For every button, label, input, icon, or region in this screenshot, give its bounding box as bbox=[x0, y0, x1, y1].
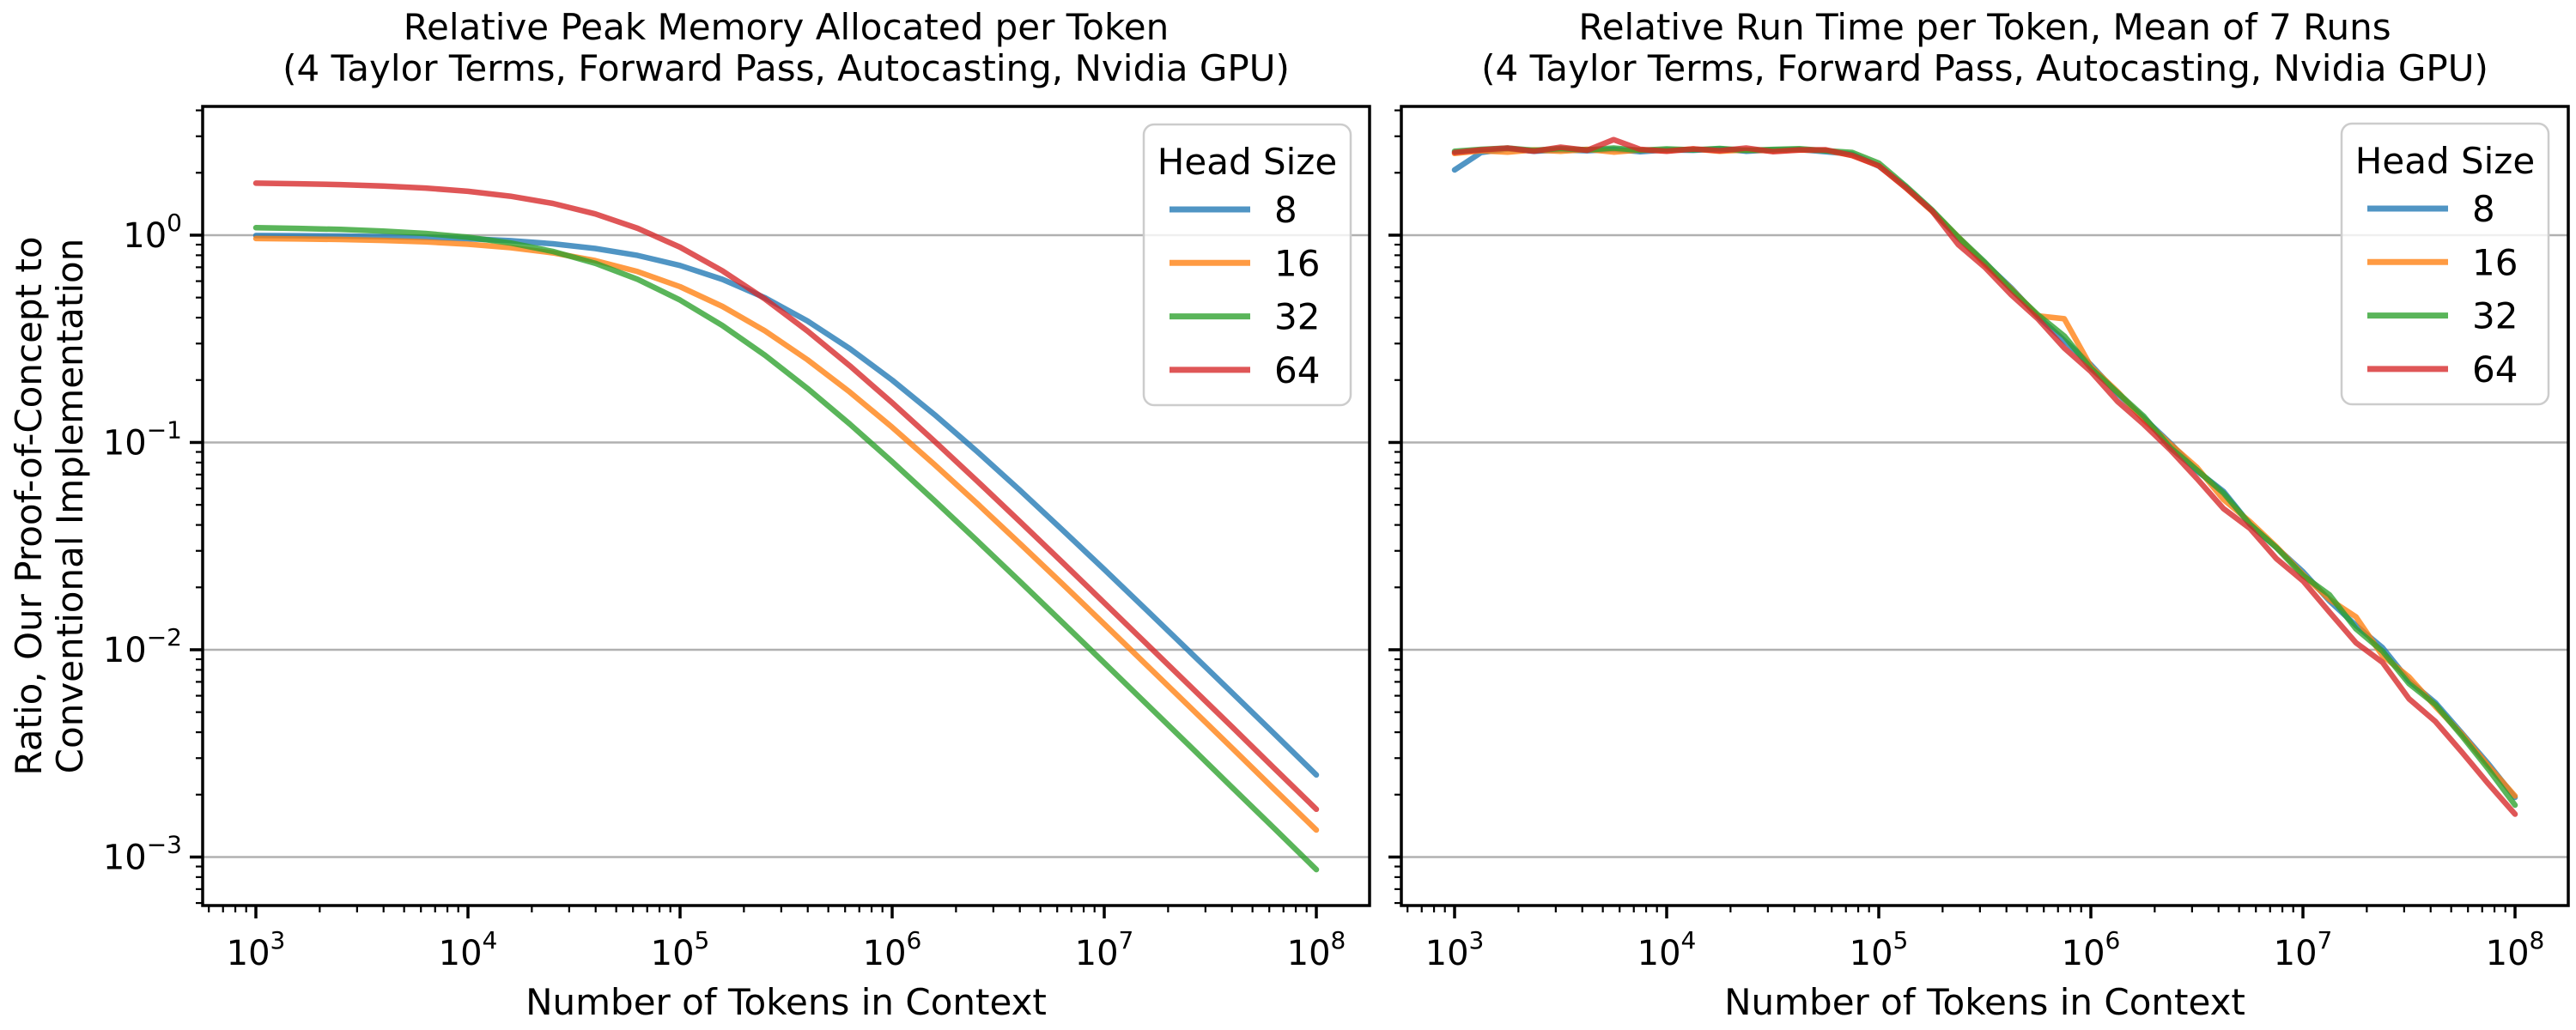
y-axis-label-line2: Conventional Implementation bbox=[49, 239, 91, 774]
legend-title: Head Size bbox=[1157, 141, 1337, 183]
y-tick-label-1e-2: 10−2 bbox=[103, 623, 182, 670]
axes-spines bbox=[201, 105, 1371, 907]
legend-label-8: 8 bbox=[1274, 189, 1297, 231]
x-axis-label: Number of Tokens in Context bbox=[526, 981, 1047, 1023]
series-line-headsize-8 bbox=[252, 233, 1320, 779]
legend-label-16: 16 bbox=[2472, 241, 2518, 283]
x-tick-label-1e5: 105 bbox=[651, 926, 710, 973]
legend-title: Head Size bbox=[2355, 140, 2535, 182]
chart-title-line1: Relative Run Time per Token, Mean of 7 R… bbox=[1578, 6, 2391, 48]
y-tick-label-1e-1: 10−1 bbox=[103, 415, 182, 463]
x-tick-label-1e8: 108 bbox=[1287, 926, 1346, 973]
axes-spines bbox=[1400, 105, 2570, 907]
legend: Head Size 8 16 32 64 bbox=[2340, 122, 2550, 406]
legend-label-64: 64 bbox=[2472, 348, 2518, 391]
x-axis-label: Number of Tokens in Context bbox=[1724, 981, 2245, 1023]
x-tick-label-1e5: 105 bbox=[1850, 926, 1909, 973]
series-line-headsize-16 bbox=[252, 235, 1320, 833]
legend-label-8: 8 bbox=[2472, 188, 2495, 230]
legend-label-32: 32 bbox=[1274, 296, 1320, 338]
chart-title-line2: (4 Taylor Terms, Forward Pass, Autocasti… bbox=[1481, 47, 2488, 89]
legend-label-16: 16 bbox=[1274, 242, 1320, 284]
x-tick-label-1e3: 103 bbox=[227, 926, 286, 973]
legend: Head Size 8 16 32 64 bbox=[1142, 123, 1352, 407]
y-tick-label-1e0: 100 bbox=[123, 209, 182, 256]
series-group bbox=[252, 180, 1320, 873]
chart-title-line1: Relative Peak Memory Allocated per Token bbox=[404, 6, 1170, 48]
x-tick-label-1e4: 104 bbox=[439, 926, 498, 973]
series-line-headsize-64 bbox=[252, 180, 1320, 813]
chart-runtime: 103 104 105 106 107 108 Relative Run Time per … bbox=[1388, 6, 2570, 1023]
legend-label-32: 32 bbox=[2472, 295, 2518, 337]
x-tick-label-1e3: 103 bbox=[1425, 926, 1485, 973]
x-tick-label-1e4: 104 bbox=[1637, 926, 1697, 973]
x-tick-label-1e7: 107 bbox=[1075, 926, 1134, 973]
series-line-headsize-32 bbox=[1451, 145, 2518, 809]
chart-title-line2: (4 Taylor Terms, Forward Pass, Autocasti… bbox=[283, 47, 1290, 89]
chart-memory: 103 104 105 106 107 108 100 10−1 10−2 10−3 Relativ… bbox=[8, 6, 1371, 1023]
x-tick-label-1e6: 106 bbox=[863, 926, 922, 973]
x-tick-label-1e6: 106 bbox=[2062, 926, 2121, 973]
y-axis-label-line1: Ratio, Our Proof-of-Concept to bbox=[8, 236, 50, 775]
x-tick-label-1e8: 108 bbox=[2486, 926, 2545, 973]
series-line-headsize-64 bbox=[1451, 136, 2518, 817]
legend-label-64: 64 bbox=[1274, 349, 1320, 391]
x-tick-label-1e7: 107 bbox=[2274, 926, 2333, 973]
y-tick-label-1e-3: 10−3 bbox=[103, 830, 182, 877]
series-group bbox=[1451, 136, 2518, 817]
series-line-headsize-32 bbox=[252, 225, 1320, 873]
